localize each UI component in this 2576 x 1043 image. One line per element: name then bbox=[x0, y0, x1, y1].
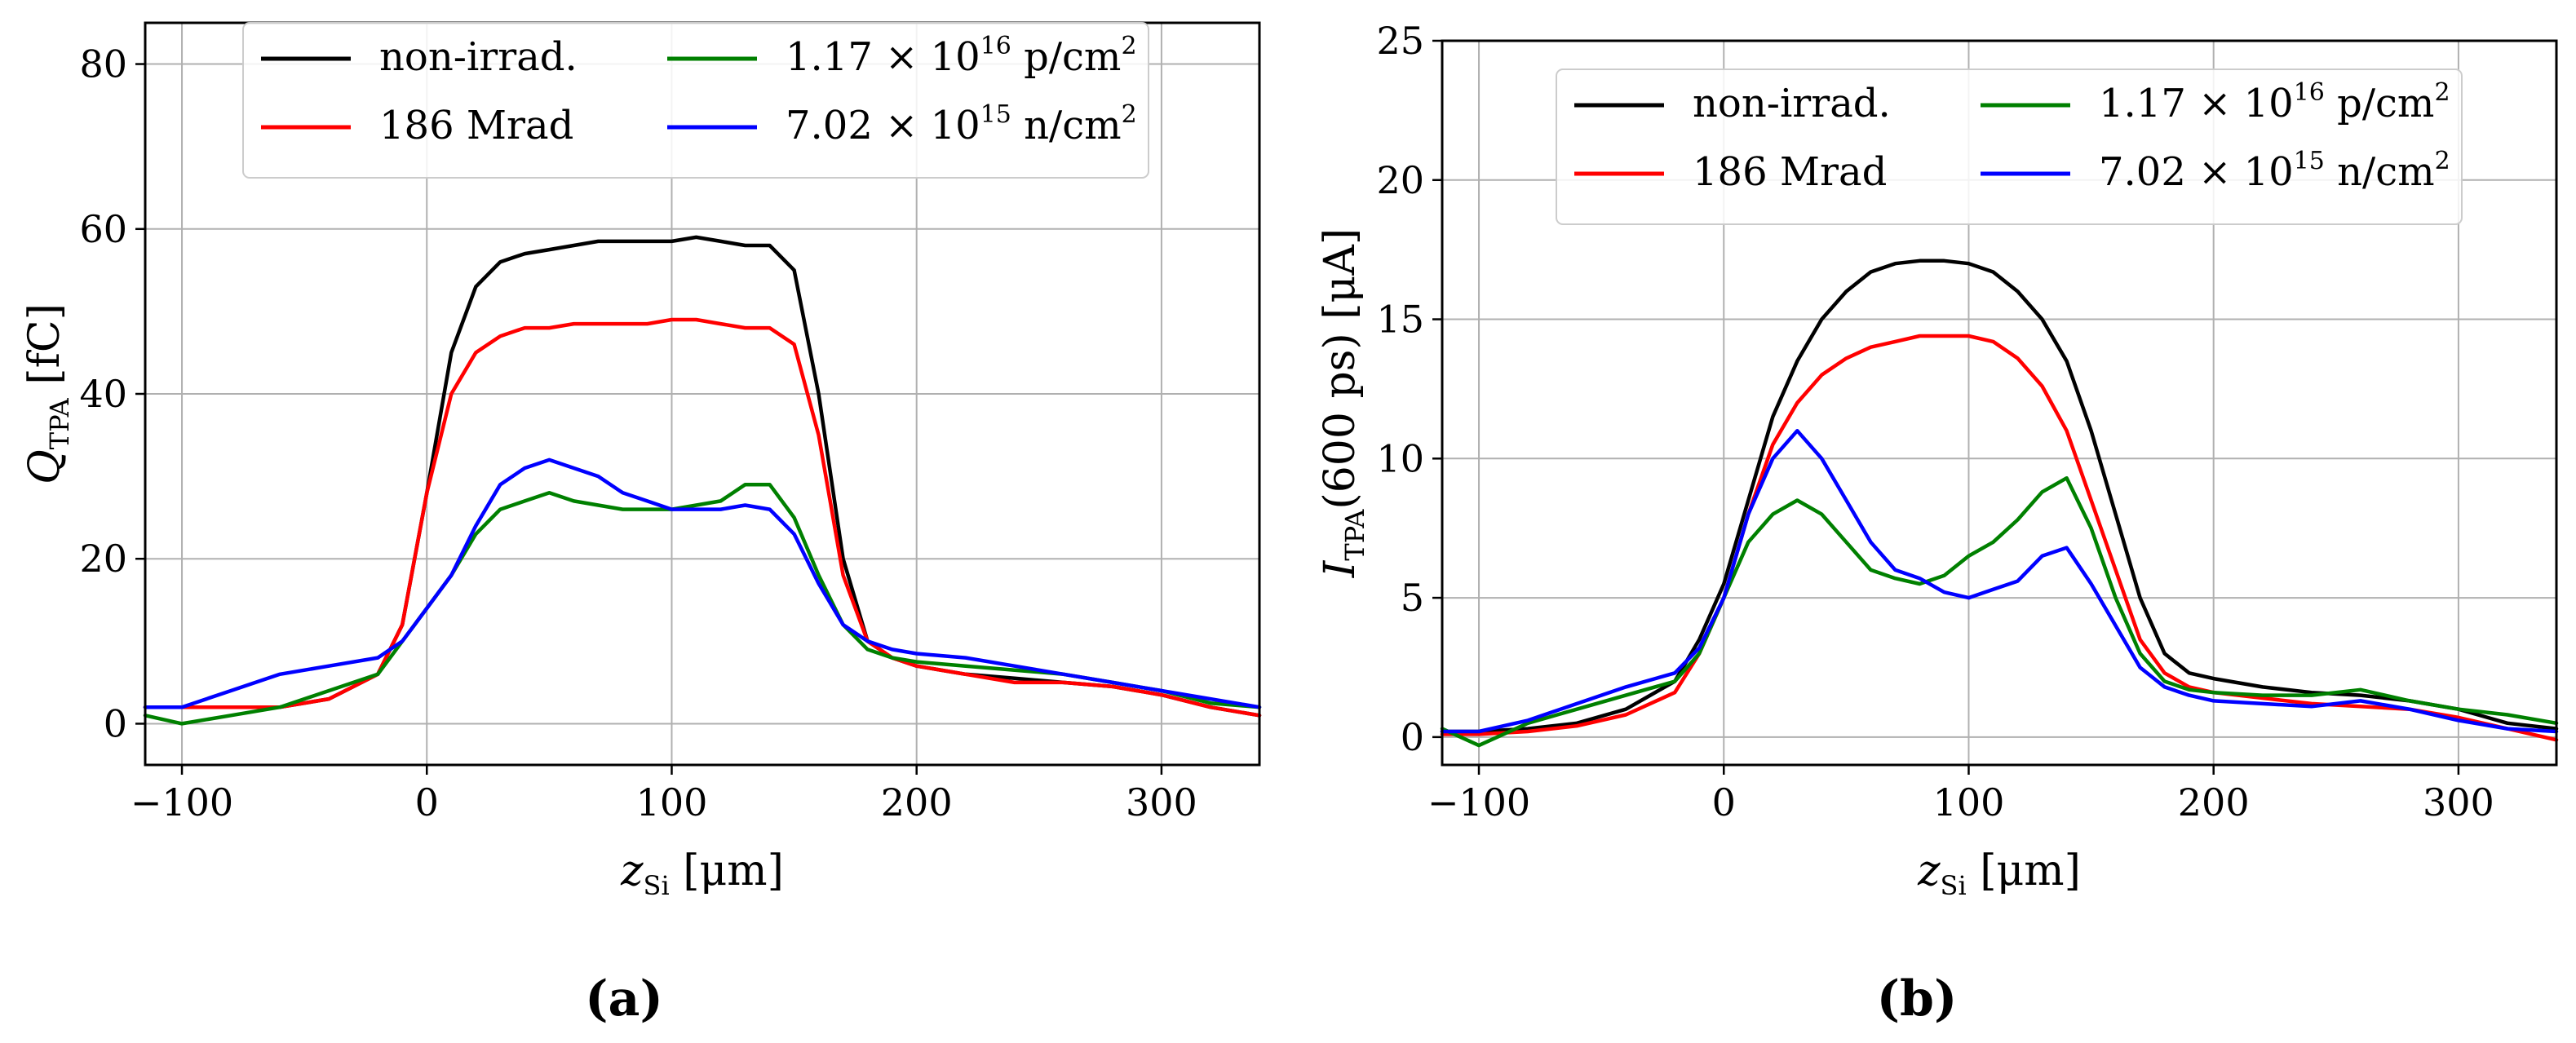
y-tick-label: 0 bbox=[1401, 715, 1424, 759]
y-tick-label: 15 bbox=[1376, 298, 1424, 342]
panel-label-b: (b) bbox=[1877, 970, 1958, 1028]
x-tick-label: −100 bbox=[1427, 780, 1530, 824]
legend-box bbox=[242, 22, 1149, 179]
y-tick-label: 20 bbox=[1376, 158, 1424, 202]
series-lines-b bbox=[1440, 259, 2559, 748]
legend-box bbox=[1556, 69, 2463, 225]
x-tick-label: −100 bbox=[131, 780, 233, 824]
y-tick-label: 10 bbox=[1376, 436, 1424, 480]
x-tick-label: 0 bbox=[1712, 780, 1736, 824]
legend-label: 1.17 × 1016 p/cm2 bbox=[2099, 78, 2450, 126]
y-axis-label-a: QTPA [fC] bbox=[20, 303, 75, 484]
series-line-2 bbox=[1440, 334, 2559, 742]
y-tick-label: 80 bbox=[79, 42, 127, 86]
x-tick-label: 300 bbox=[1126, 780, 1197, 824]
legend-label: non-irrad. bbox=[379, 34, 578, 80]
y-tick-label: 20 bbox=[79, 537, 127, 581]
legend-label: non-irrad. bbox=[1693, 81, 1891, 126]
legend-label: 186 Mrad bbox=[1693, 149, 1887, 195]
y-axis-label-b: ITPA(600 ps) [μA] bbox=[1316, 228, 1370, 578]
series-line-4 bbox=[1440, 428, 2559, 734]
axes-frame-b bbox=[1441, 39, 2558, 767]
x-tick-label: 300 bbox=[2423, 780, 2494, 824]
series-line-4 bbox=[143, 457, 1262, 709]
x-axis-label-b: zSi [μm] bbox=[1917, 846, 2081, 901]
y-tick-label: 40 bbox=[79, 372, 127, 416]
series-line-2 bbox=[143, 317, 1262, 718]
x-axis-label-a: zSi [μm] bbox=[620, 846, 784, 901]
y-tick-label: 0 bbox=[104, 701, 127, 745]
series-line-3 bbox=[1440, 475, 2559, 748]
legend-label: 1.17 × 1016 p/cm2 bbox=[786, 32, 1137, 80]
x-tick-label: 100 bbox=[636, 780, 708, 824]
panel-label-a: (a) bbox=[585, 970, 663, 1028]
legend-label: 7.02 × 1015 n/cm2 bbox=[2099, 147, 2450, 195]
legend-label: 7.02 × 1015 n/cm2 bbox=[786, 100, 1137, 148]
x-tick-label: 100 bbox=[1933, 780, 2005, 824]
legend-b: non-irrad. 186 Mrad 1.17 × 1016 p/cm2 7.02 … bbox=[1556, 69, 2463, 225]
y-tick-label: 25 bbox=[1376, 19, 1424, 63]
y-tick-label: 5 bbox=[1401, 576, 1424, 620]
x-tick-label: 200 bbox=[881, 780, 953, 824]
legend-label: 186 Mrad bbox=[379, 103, 573, 148]
series-lines-a bbox=[143, 235, 1262, 726]
y-tick-label: 60 bbox=[79, 207, 127, 251]
legend-a: non-irrad. 186 Mrad 1.17 × 1016 p/cm2 7.02 … bbox=[242, 22, 1149, 179]
series-line-1 bbox=[1440, 259, 2559, 734]
x-tick-label: 0 bbox=[415, 780, 439, 824]
x-tick-label: 200 bbox=[2178, 780, 2250, 824]
